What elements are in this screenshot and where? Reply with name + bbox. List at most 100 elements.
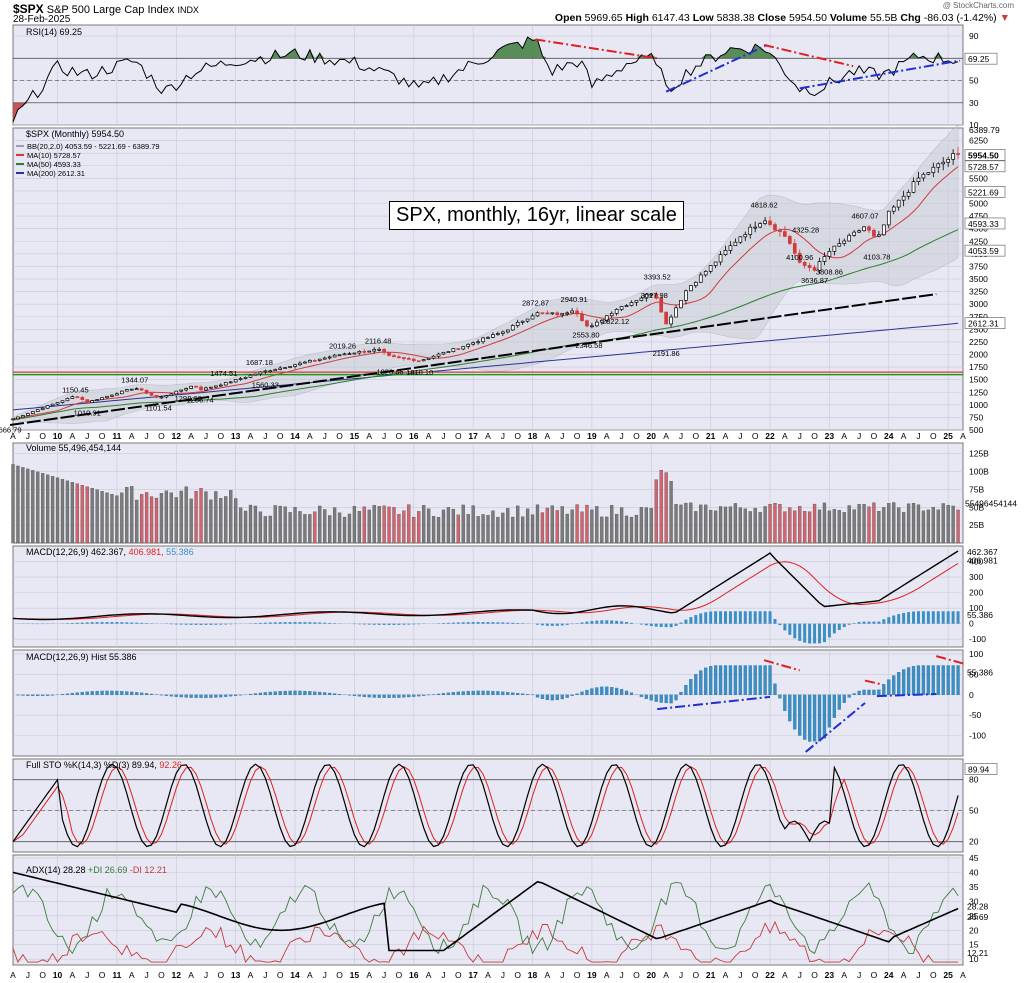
hist-bar — [565, 694, 569, 698]
macd-hist-bar — [110, 622, 114, 624]
volume-bar — [525, 508, 530, 544]
x-tick-label: J — [26, 970, 30, 980]
hist-bar — [451, 692, 455, 695]
volume-bar — [70, 482, 75, 544]
volume-bar — [36, 471, 40, 544]
candle — [263, 370, 268, 373]
candle — [184, 388, 189, 391]
candle — [906, 191, 911, 197]
x-tick-label: A — [604, 970, 610, 980]
volume-bar — [946, 505, 950, 544]
x-tick-label: A — [10, 970, 16, 980]
hist-bar — [417, 694, 421, 697]
hist-bar — [268, 691, 272, 695]
y-tick-label: 400 — [969, 557, 983, 567]
volume-bar — [812, 503, 817, 544]
macd-hist-bar — [768, 611, 772, 624]
candle — [525, 318, 530, 322]
x-tick-label: A — [545, 431, 551, 441]
volume-bar — [521, 516, 525, 544]
macd-hist-bar — [857, 622, 861, 624]
macd-hist-bar — [921, 611, 925, 624]
hist-bar — [674, 694, 678, 701]
macd-hist-bar — [941, 611, 945, 624]
candle — [723, 250, 728, 255]
value-tag: 4053.59 — [968, 246, 999, 256]
volume-bar — [743, 508, 747, 544]
candle — [827, 250, 832, 257]
candle — [837, 243, 842, 247]
price-data-label: 1344.07 — [121, 376, 148, 385]
x-tick-label: 11 — [112, 431, 121, 441]
x-tick-label: A — [663, 970, 669, 980]
volume-bar — [426, 508, 431, 544]
price-data-label: 1150.45 — [62, 385, 89, 394]
y-tick-label: 1000 — [969, 400, 988, 410]
price-data-label: 2191.86 — [653, 349, 680, 358]
chart-date: 28-Feb-2025 — [13, 14, 71, 25]
hist-bar — [481, 690, 485, 695]
candle — [347, 353, 352, 355]
volume-bar — [199, 488, 203, 544]
volume-bar — [689, 502, 693, 544]
candle — [406, 358, 411, 360]
candle — [852, 231, 856, 236]
candle — [807, 265, 812, 268]
candle — [644, 293, 649, 299]
hist-bar — [397, 694, 401, 698]
x-tick-label: A — [901, 431, 907, 441]
sto-k-line — [12, 763, 959, 848]
macd-hist-bar — [253, 623, 257, 624]
volume-bar — [817, 509, 822, 544]
macd-hist-bar — [417, 623, 421, 625]
hist-bar — [758, 665, 762, 695]
macd-hist-bar — [620, 621, 624, 624]
x-tick-label: J — [441, 431, 445, 441]
macd-hist-bar — [813, 623, 817, 644]
candle — [441, 351, 446, 355]
candle — [451, 348, 456, 352]
y-tick-label: -100 — [969, 634, 986, 644]
hist-bar — [224, 694, 228, 697]
x-tick-label: A — [782, 970, 788, 980]
hist-bar — [80, 691, 84, 695]
macd-hist-bar — [75, 622, 79, 624]
volume-bar — [852, 509, 856, 544]
hist-bar — [179, 694, 183, 698]
volume-bar — [560, 506, 564, 544]
candle — [258, 371, 263, 375]
hist-trend-line — [805, 702, 866, 753]
candle — [550, 312, 555, 315]
volume-bar — [332, 507, 337, 544]
candle — [639, 297, 644, 301]
rsi-value-tag-bg — [964, 52, 998, 65]
macd-hist-bar — [451, 622, 455, 624]
candle — [50, 403, 55, 407]
price-data-label: 2346.58 — [575, 341, 602, 350]
macd-hist-bar — [135, 622, 139, 624]
candle — [471, 342, 475, 345]
candle — [575, 310, 579, 315]
candle — [327, 356, 332, 359]
candle — [100, 397, 104, 401]
macd-hist-bar — [699, 613, 703, 624]
volume-bar — [763, 506, 767, 544]
candle — [595, 321, 599, 327]
candle — [753, 226, 758, 229]
macd-hist-bar — [323, 622, 327, 624]
x-tick-label: O — [693, 970, 700, 980]
volume-bar — [140, 494, 144, 544]
hist-bar — [600, 686, 604, 695]
volume-bar — [55, 477, 60, 544]
hist-bar — [298, 690, 302, 695]
candle — [461, 346, 466, 350]
macd-hist-bar — [471, 622, 475, 624]
volume-bar — [906, 503, 911, 544]
candle — [214, 385, 218, 388]
volume-bar — [65, 480, 70, 544]
volume-bar — [431, 516, 436, 544]
volume-bar — [461, 504, 465, 544]
sto-legend: Full STO %K(14,3) %D(3) 89.94, 92.26 — [26, 760, 182, 770]
y-tick-label: 1250 — [969, 387, 988, 397]
hist-trend-line — [876, 693, 937, 698]
